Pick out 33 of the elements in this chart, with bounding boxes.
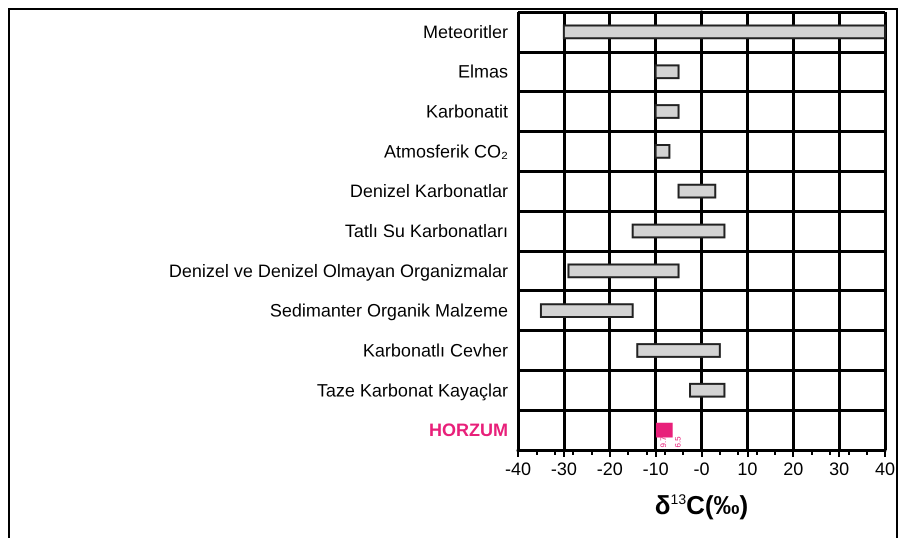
x-tick-label: -40: [504, 459, 532, 479]
y-tick-label: Karbonatlı Cevher: [362, 340, 508, 360]
bar: [654, 64, 680, 80]
y-tick-label: Taze Karbonat Kayaçlar: [316, 380, 508, 400]
bar: [636, 343, 721, 358]
bar: [678, 184, 716, 199]
bar: [654, 144, 670, 159]
x-tick-label: -10: [642, 459, 669, 479]
y-tick-label: Tatlı Su Karbonatları: [344, 221, 508, 241]
y-tick-label: HORZUM: [429, 420, 508, 440]
bar: [654, 104, 680, 119]
x-tick-label: 10: [737, 459, 758, 479]
bar: [656, 422, 673, 438]
y-tick-label: Atmosferik CO₂: [384, 141, 508, 162]
y-tick-label: Denizel Karbonatlar: [350, 181, 508, 202]
bar: [540, 303, 634, 318]
x-tick-label: -30: [550, 459, 577, 479]
bar: [632, 224, 726, 238]
bar: [689, 382, 726, 398]
bar: [562, 24, 886, 40]
x-tick-label: -0: [693, 459, 710, 479]
annotation: 9.7: [658, 436, 668, 448]
y-tick-label: Karbonatit: [426, 102, 508, 122]
y-tick-label: Sedimanter Organik Malzeme: [270, 300, 508, 321]
x-tick-label: 40: [874, 459, 896, 479]
x-tick-label: -20: [596, 459, 623, 479]
x-tick-label: 30: [829, 459, 850, 479]
y-tick-label: Meteoritler: [422, 22, 508, 42]
x-tick-label: 20: [783, 459, 804, 479]
y-tick-label: Elmas: [458, 62, 508, 82]
y-tick-label: Denizel ve Denizel Olmayan Organizmalar: [168, 260, 508, 281]
annotation: 6.5: [674, 436, 683, 448]
bar: [567, 263, 680, 278]
